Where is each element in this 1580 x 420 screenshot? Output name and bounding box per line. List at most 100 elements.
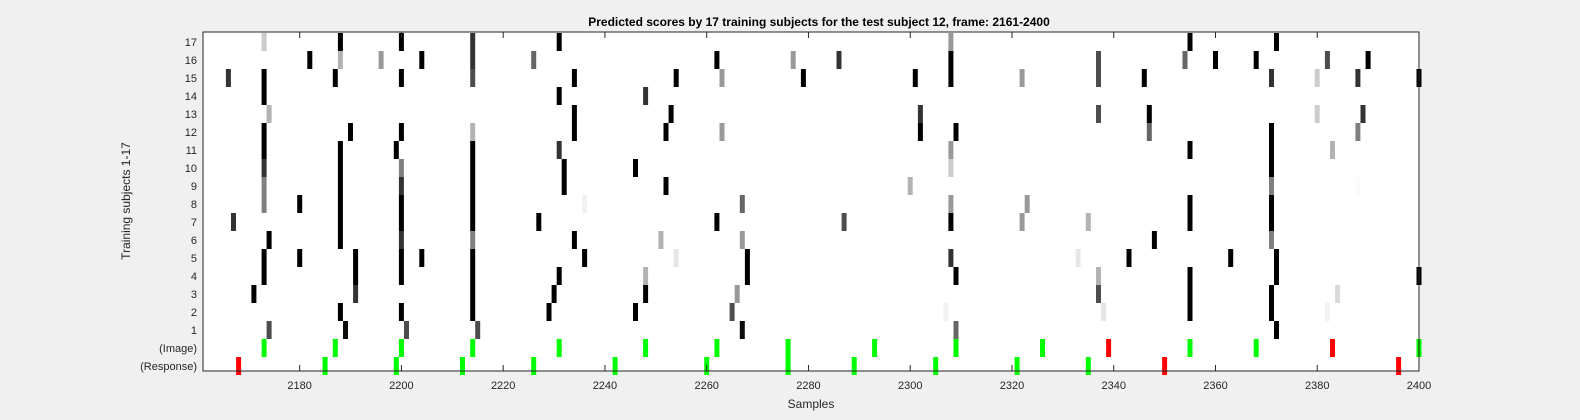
y-tick-label: 17	[185, 37, 197, 49]
image-marker-green	[643, 339, 649, 357]
heatmap-cell	[470, 303, 476, 321]
heatmap-cell	[404, 321, 409, 339]
heatmap-cell	[1365, 51, 1371, 69]
heatmap-cell	[470, 159, 476, 177]
heatmap-cell	[658, 231, 664, 249]
heatmap-cell	[571, 123, 577, 141]
heatmap-cell	[1151, 231, 1157, 249]
heatmap-cell	[1187, 267, 1193, 285]
heatmap-cell	[1187, 195, 1193, 213]
heatmap-cell	[673, 249, 679, 267]
y-tick-label: 9	[191, 181, 197, 193]
heatmap-cell	[261, 69, 267, 87]
heatmap-cell	[1101, 303, 1107, 321]
y-tick-label: 4	[191, 271, 197, 283]
heatmap-cell	[948, 213, 954, 231]
heatmap-cell	[470, 231, 476, 249]
heatmap-cell	[744, 267, 750, 285]
heatmap-cell	[470, 51, 476, 69]
heatmap-cell	[261, 141, 267, 159]
heatmap-cell	[714, 213, 720, 231]
heatmap-cell	[917, 105, 923, 123]
plot-background	[203, 32, 1419, 371]
heatmap-cell	[1360, 105, 1366, 123]
heatmap-cell	[353, 267, 359, 285]
x-tick-label: 2200	[389, 380, 413, 392]
heatmap-cell	[398, 195, 404, 213]
heatmap-cell	[790, 51, 796, 69]
response-marker-green	[531, 357, 537, 375]
heatmap-cell	[1355, 177, 1361, 195]
heatmap-cell	[917, 123, 923, 141]
heatmap-cell	[561, 159, 567, 177]
heatmap-cell	[556, 33, 562, 51]
heatmap-cell	[398, 231, 404, 249]
heatmap-cell	[343, 321, 348, 339]
heatmap-cell	[1324, 303, 1330, 321]
y-tick-label: 12	[185, 127, 197, 139]
heatmap-cell	[261, 87, 267, 105]
x-tick-label: 2220	[491, 380, 515, 392]
heatmap-cell	[261, 177, 267, 195]
heatmap-cell	[948, 249, 954, 267]
heatmap-cell	[261, 249, 267, 267]
heatmap-cell	[251, 285, 257, 303]
x-tick-label: 2400	[1407, 380, 1431, 392]
heatmap-cell	[714, 51, 720, 69]
x-axis: 2180 2200 2220 2240 2260 2280 2300 2320 2340 2360…	[287, 32, 1431, 392]
heatmap-cell	[841, 213, 847, 231]
image-marker-green	[470, 339, 476, 357]
y-tick-label: 2	[191, 307, 197, 319]
heatmap-cell	[337, 141, 343, 159]
x-tick-label: 2260	[694, 380, 718, 392]
heatmap-cell	[337, 33, 343, 51]
response-marker-green	[393, 357, 399, 375]
heatmap-cell	[337, 159, 343, 177]
heatmap-cell	[719, 69, 725, 87]
heatmap-cell	[1019, 69, 1025, 87]
heatmap-cell	[419, 249, 425, 267]
heatmap-cell	[739, 195, 745, 213]
x-tick-label: 2340	[1101, 380, 1125, 392]
x-tick-label: 2240	[593, 380, 617, 392]
response-marker-red	[1162, 357, 1168, 375]
heatmap-cell	[1096, 105, 1101, 123]
response-marker-green	[1014, 357, 1020, 375]
heatmap-cell	[1096, 285, 1101, 303]
y-axis-label: Training subjects 1-17	[119, 142, 133, 260]
heatmap-cell	[1096, 51, 1101, 69]
image-marker-green	[1253, 339, 1259, 357]
y-tick-label: 11	[186, 145, 197, 157]
heatmap-cell	[1269, 231, 1274, 249]
y-tick-label: 10	[185, 163, 197, 175]
response-marker-green	[933, 357, 939, 375]
heatmap-cell	[353, 249, 359, 267]
heatmap-cell	[470, 33, 476, 51]
heatmap-cell	[1146, 123, 1152, 141]
heatmap-cell	[398, 69, 404, 87]
y-tick-label: 13	[185, 109, 197, 121]
heatmap-cell	[1187, 33, 1193, 51]
heatmap-cell	[571, 231, 577, 249]
heatmap-cell	[719, 123, 725, 141]
image-marker-green	[953, 339, 959, 357]
heatmap-cell	[1269, 141, 1274, 159]
heatmap-cell	[643, 267, 649, 285]
heatmap-cell	[1274, 267, 1279, 285]
heatmap-cell	[948, 195, 954, 213]
heatmap-cell	[948, 69, 954, 87]
y-tick-label: 1	[191, 325, 197, 337]
y-tick-label: 8	[191, 199, 197, 211]
heatmap-cell	[398, 303, 404, 321]
heatmap-cell	[912, 69, 918, 87]
heatmap-cell	[470, 69, 476, 87]
response-marker-green	[460, 357, 465, 375]
heatmap-cell	[266, 231, 272, 249]
heatmap-cell	[1314, 105, 1320, 123]
heatmap-cell	[1253, 51, 1259, 69]
heatmap-cell	[1187, 303, 1193, 321]
heatmap-cell	[348, 123, 353, 141]
heatmap-cell	[261, 195, 267, 213]
heatmap-cell	[673, 69, 679, 87]
heatmap-cell	[836, 51, 842, 69]
